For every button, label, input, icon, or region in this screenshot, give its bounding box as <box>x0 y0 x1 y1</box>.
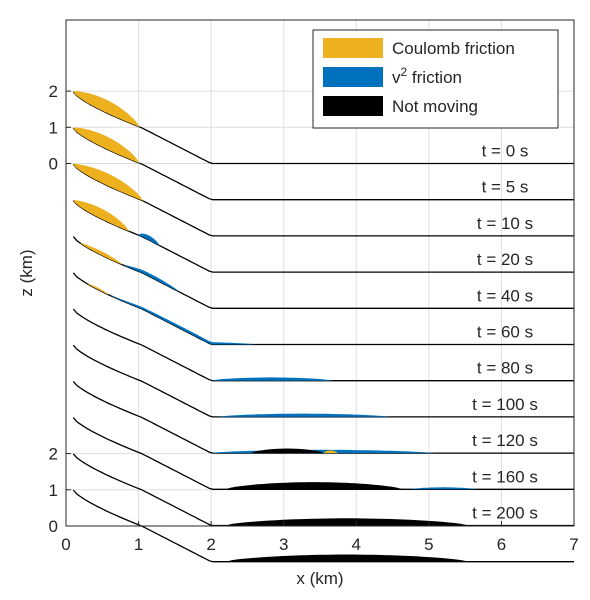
legend: Coulomb friction v2 friction Not moving <box>312 29 559 129</box>
legend-label-v2: v2 friction <box>392 65 462 87</box>
x-tick-label: 3 <box>279 535 288 554</box>
flow-coulomb-area <box>73 163 146 203</box>
legend-label-stopped: Not moving <box>392 97 478 116</box>
x-tick-label: 1 <box>134 535 143 554</box>
time-label: t = 20 s <box>477 250 533 269</box>
x-tick-label: 5 <box>424 535 433 554</box>
x-tick-label: 7 <box>569 535 578 554</box>
y-tick-label: 0 <box>49 517 58 536</box>
axis-ticks: 0 1 2 3 4 5 6 7 2 1 0 2 1 0 <box>49 82 579 554</box>
x-tick-label: 0 <box>61 535 70 554</box>
x-tick-label: 4 <box>352 535 361 554</box>
y-tick-label: 1 <box>49 481 58 500</box>
flow-coulomb-area <box>73 127 143 165</box>
time-label: t = 120 s <box>472 431 538 450</box>
time-label: t = 0 s <box>482 142 529 161</box>
flow-coulomb-area <box>87 284 110 296</box>
legend-swatch-v2 <box>323 67 383 87</box>
flow-v2-area <box>109 295 262 345</box>
flow-stopped-area <box>225 518 480 526</box>
flow-stopped-area <box>225 554 480 562</box>
time-label: t = 60 s <box>477 323 533 342</box>
terrain-profile <box>72 272 574 346</box>
time-label: t = 80 s <box>477 359 533 378</box>
flow-v2-area <box>218 413 397 417</box>
x-tick-label: 6 <box>497 535 506 554</box>
time-label: t = 40 s <box>477 286 533 305</box>
flow-v2-area <box>138 233 161 246</box>
y-axis-label: z (km) <box>17 249 36 296</box>
flow-deposits <box>73 91 480 562</box>
terrain-profile <box>72 199 574 273</box>
x-tick-label: 2 <box>206 535 215 554</box>
flow-v2-area <box>410 487 480 490</box>
time-label: t = 5 s <box>482 178 529 197</box>
time-label: t = 10 s <box>477 214 533 233</box>
time-label: t = 100 s <box>472 395 538 414</box>
y-tick-label: 2 <box>49 82 58 101</box>
flow-coulomb-area <box>323 450 339 454</box>
time-labels: t = 0 s t = 5 s t = 10 s t = 20 s t = 40 s t … <box>472 142 538 523</box>
terrain-profile <box>72 127 574 201</box>
flow-v2-area <box>211 377 339 381</box>
flow-coulomb-area <box>73 91 143 128</box>
y-tick-label: 1 <box>49 118 58 137</box>
time-label: t = 200 s <box>472 504 538 523</box>
flow-coulomb-area <box>80 243 125 266</box>
legend-swatch-stopped <box>323 96 383 116</box>
time-label: t = 160 s <box>472 467 538 486</box>
flow-stopped-area <box>251 448 328 454</box>
terrain-profile <box>72 91 574 165</box>
terrain-profile <box>72 163 574 237</box>
y-tick-label: 2 <box>49 445 58 464</box>
legend-swatch-coulomb <box>323 38 383 58</box>
flow-coulomb-area <box>73 200 132 233</box>
x-axis-label: x (km) <box>296 569 343 588</box>
y-tick-label: 0 <box>49 155 58 174</box>
legend-label-coulomb: Coulomb friction <box>392 39 515 58</box>
flow-stopped-area <box>225 482 411 490</box>
axes-frame <box>65 19 575 527</box>
